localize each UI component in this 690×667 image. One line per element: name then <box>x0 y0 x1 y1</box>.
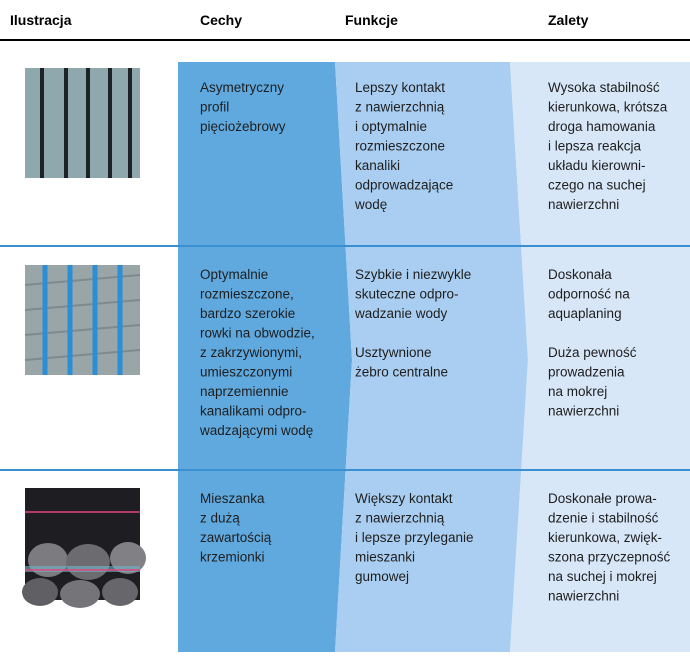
cell-text: i lepsza reakcja <box>548 139 642 154</box>
column-header: Cechy <box>200 12 242 28</box>
cell-text: odporność na <box>548 287 630 302</box>
cell-text: Szybkie i niezwykle <box>355 267 471 282</box>
cell-text: i optymalnie <box>355 119 427 134</box>
cell-text: dzenie i stabilność <box>548 511 659 526</box>
cell-text: zawartością <box>200 530 272 545</box>
cell-text: krzemionki <box>200 550 265 565</box>
compound-image <box>22 488 146 608</box>
cell-text: nawierzchni <box>548 404 619 419</box>
cell-text: droga hamowania <box>548 119 656 134</box>
cell-text: układu kierowni- <box>548 158 646 173</box>
cell-text: na suchej i mokrej <box>548 569 657 584</box>
cell-text: wodę <box>354 197 387 212</box>
cell-text: kanalikami odpro- <box>200 404 307 419</box>
cell-text: kanaliki <box>355 158 400 173</box>
cell-text: prowadzenia <box>548 365 625 380</box>
cell-text: bardzo szerokie <box>200 306 295 321</box>
cell-text: Wysoka stabilność <box>548 80 660 95</box>
tread-image <box>25 68 140 178</box>
cell-text: Mieszanka <box>200 491 265 506</box>
cell-text: kierunkowa, krótsza <box>548 100 668 115</box>
cell-text: Doskonała <box>548 267 612 282</box>
cell-text: żebro centralne <box>355 365 448 380</box>
cell-text: nawierzchni <box>548 197 619 212</box>
cell-text: wadzanie wody <box>354 306 448 321</box>
cell-text: Duża pewność <box>548 345 637 360</box>
cell-text: i lepsze przyleganie <box>355 530 474 545</box>
cell-text: Większy kontakt <box>355 491 453 506</box>
column-header: Zalety <box>548 12 589 28</box>
cell-text: Usztywnione <box>355 345 432 360</box>
column-band <box>178 62 352 652</box>
column-band <box>335 62 528 652</box>
cell-text: rozmieszczone, <box>200 287 294 302</box>
cell-text: mieszanki <box>355 550 415 565</box>
cell-text: aquaplaning <box>548 306 622 321</box>
cell-text: nawierzchni <box>548 589 619 604</box>
cell-text: czego na suchej <box>548 178 646 193</box>
cell-text: Lepszy kontakt <box>355 80 445 95</box>
cell-text: Optymalnie <box>200 267 268 282</box>
cell-text: z nawierzchnią <box>355 100 445 115</box>
cell-text: odprowadzające <box>355 178 453 193</box>
cell-text: umieszczonymi <box>200 365 292 380</box>
cell-text: rozmieszczone <box>355 139 445 154</box>
cell-text: skuteczne odpro- <box>355 287 459 302</box>
column-header: Funkcje <box>345 12 398 28</box>
cell-text: z dużą <box>200 511 240 526</box>
cell-text: z nawierzchnią <box>355 511 445 526</box>
cell-text: wadzającymi wodę <box>199 423 313 438</box>
cell-text: Asymetryczny <box>200 80 284 95</box>
cell-text: naprzemiennie <box>200 384 289 399</box>
cell-text: profil <box>200 100 229 115</box>
cell-text: rowki na obwodzie, <box>200 326 315 341</box>
column-header: Ilustracja <box>10 12 72 28</box>
cell-text: gumowej <box>355 569 409 584</box>
cell-text: szona przyczepność <box>548 550 671 565</box>
column-band <box>510 62 690 652</box>
cell-text: kierunkowa, zwięk- <box>548 530 662 545</box>
cell-text: na mokrej <box>548 384 607 399</box>
cell-text: pięciożebrowy <box>200 119 286 134</box>
tread-image <box>24 265 141 375</box>
cell-text: z zakrzywionymi, <box>200 345 302 360</box>
cell-text: Doskonałe prowa- <box>548 491 657 506</box>
